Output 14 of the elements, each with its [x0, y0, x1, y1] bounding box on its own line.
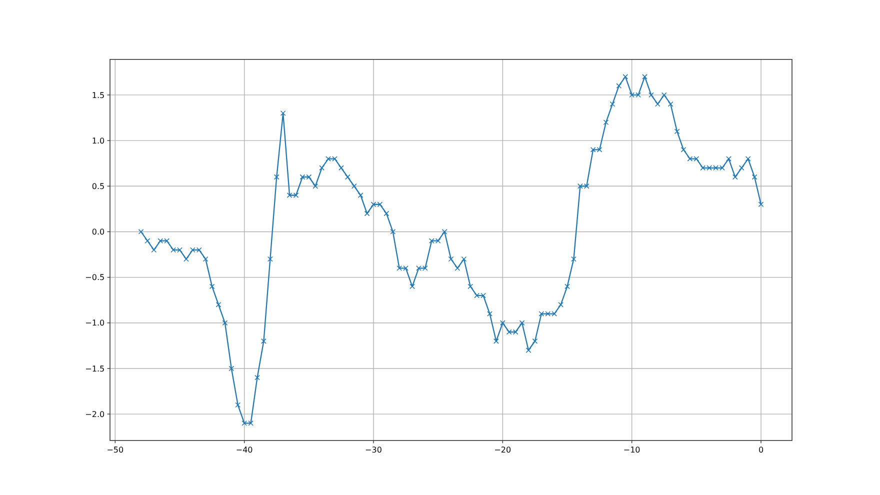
y-tick-label: 1.0	[92, 136, 105, 146]
y-tick-label: 0.5	[92, 182, 105, 191]
y-tick-label: 1.5	[92, 90, 105, 100]
y-tick-label: 0.0	[92, 228, 105, 237]
y-tick-label: −0.5	[85, 273, 105, 282]
x-tick-label: −40	[236, 445, 253, 454]
x-tick-label: 0	[758, 445, 764, 454]
y-tick-label: −1.5	[85, 364, 105, 374]
y-tick-label: −2.0	[85, 410, 105, 419]
x-tick-label: −50	[106, 445, 124, 454]
x-tick-label: −10	[623, 445, 640, 454]
x-tick-label: −30	[365, 445, 382, 454]
y-tick-label: −1.0	[85, 318, 105, 328]
x-tick-label: −20	[494, 445, 512, 454]
